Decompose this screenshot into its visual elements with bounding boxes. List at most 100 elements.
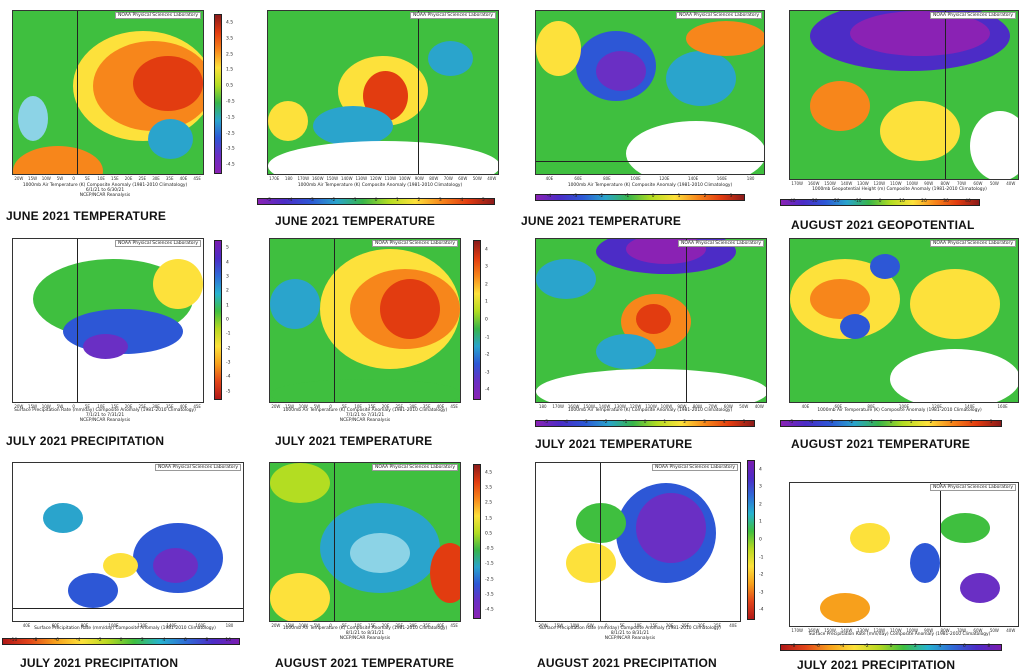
longitude-tick-label: 100W: [398, 176, 411, 181]
longitude-tick-label: 170E: [269, 176, 280, 181]
map-caption: 1000mb Geopotential Height (m) Composite…: [812, 187, 987, 192]
map-caption: 1000mb Air Temperature (K) Composite Ano…: [282, 626, 448, 641]
panel-title: AUGUST 2021 GEOPOTENTIAL: [791, 218, 975, 232]
longitude-tick-label: 40E: [545, 176, 554, 181]
colorbar-tick-label: 1.5: [226, 67, 234, 73]
panel-title: JUNE 2021 TEMPERATURE: [275, 214, 436, 228]
longitude-tick-label: 10E: [97, 176, 105, 181]
colorbar: 5 4 3 2 1 0 -1 -2 -3 -4 -5: [214, 240, 231, 400]
colorbar-tick-label: -30: [810, 199, 818, 204]
source-label: NOAA Physical Sciences Laboratory: [409, 12, 496, 19]
anomaly-region-neutral: [268, 141, 498, 174]
colorbar-tick-label: 1: [396, 198, 399, 203]
anomaly-map: NOAA Physical Sciences Laboratory 70N65N…: [269, 462, 461, 622]
colorbar-tick-label: 30: [943, 199, 949, 204]
longitude-tick-label: 20E: [124, 404, 133, 409]
source-label: NOAA Physical Sciences Laboratory: [677, 240, 764, 247]
longitude-tick-label: 160E: [716, 176, 727, 181]
longitude-tick-label: 80E: [867, 404, 875, 409]
colorbar: -5 -4 -3 -2 -1 0 1 2 3 4 5: [535, 420, 755, 427]
longitude-tick-label: 5W: [56, 176, 64, 181]
colorbar: -10 -8 -6 -4 -2 0 2 4 6 8 10: [2, 638, 240, 645]
longitude-tick-label: 170W: [791, 181, 803, 186]
source-label: NOAA Physical Sciences Laboratory: [114, 240, 201, 247]
longitude-tick-label: 35E: [422, 404, 431, 409]
anomaly-map: NOAA Physical Sciences Laboratory 80N70N…: [789, 10, 1019, 180]
colorbar-tick-label: 0: [374, 198, 378, 203]
longitude-ticks: 20W 15W 10W 5W 0 5E 10E 15E 20E 25E 30E 35E 40E 45E: [12, 404, 204, 410]
colorbar-tick-label: -2: [226, 346, 231, 352]
longitude-tick-label: 5E: [341, 623, 347, 628]
longitude-tick-label: 10W: [298, 623, 308, 628]
colorbar-tick-label: -2: [864, 644, 869, 649]
colorbar-tick-label: 0: [759, 537, 762, 543]
longitude-tick-label: 30E: [409, 404, 417, 409]
longitude-tick-label: 40W: [754, 404, 764, 409]
anomaly-map: NOAA Physical Sciences Laboratory 70N65N…: [12, 10, 204, 175]
longitude-tick-label: 60E: [51, 623, 60, 628]
longitude-tick-label: 30E: [697, 623, 706, 628]
longitude-tick-label: 160W: [807, 181, 820, 186]
colorbar-tick-label: 1: [759, 519, 762, 525]
longitude-tick-label: 70W: [956, 628, 967, 633]
longitude-tick-label: 10W: [41, 404, 51, 409]
colorbar-tick-label: 3: [485, 264, 488, 270]
colorbar-tick-label: -4.5: [485, 607, 494, 613]
longitude-tick-label: 140E: [688, 176, 699, 181]
longitude-tick-label: 100W: [906, 181, 918, 186]
longitude-tick-label: 80E: [603, 176, 611, 181]
colorbar-tick-label: -2: [759, 572, 764, 578]
longitude-tick-label: 20W: [538, 623, 548, 628]
longitude-tick-label: 5W: [313, 623, 321, 628]
panel-july-2021-precipitation-america: NOAA Physical Sciences Laboratory 80N70N…: [775, 456, 1024, 672]
colorbar-tick-label: -3.5: [485, 592, 494, 598]
longitude-tick-label: 60W: [973, 628, 983, 633]
anomaly-region-very-wet: [153, 548, 198, 583]
equator-line: [536, 161, 764, 162]
anomaly-region-high: [880, 101, 960, 161]
colorbar-tick-label: 4: [162, 638, 166, 643]
longitude-tick-label: 140W: [340, 176, 353, 181]
longitude-tick-label: 25E: [681, 623, 690, 628]
anomaly-map: NOAA Physical Sciences Laboratory 70N60N…: [535, 10, 765, 175]
anomaly-region-normal: [576, 503, 626, 543]
longitude-tick-label: 90W: [414, 176, 424, 181]
prime-meridian: [77, 11, 78, 174]
colorbar-tick-label: 2: [226, 288, 229, 294]
anomaly-region-hot: [430, 543, 460, 603]
colorbar-tick-label: 2: [929, 420, 933, 425]
longitude-tick-label: 5E: [84, 176, 90, 181]
colorbar-tick-label: 3.5: [485, 485, 493, 491]
longitude-tick-label: 5E: [84, 404, 90, 409]
longitude-tick-label: 15W: [285, 404, 295, 409]
anomaly-region-wet: [960, 573, 1000, 603]
panel-title: AUGUST 2021 TEMPERATURE: [791, 437, 971, 451]
colorbar-tick-label: -4: [563, 420, 568, 425]
colorbar-tick-label: 5: [989, 420, 993, 425]
colorbar-tick-label: 1: [909, 420, 913, 425]
longitude-tick-label: 40W: [1006, 628, 1016, 633]
anomaly-region-cold: [870, 254, 900, 279]
longitude-tick-label: 15W: [28, 176, 38, 181]
panel-august-2021-temperature-europe: NOAA Physical Sciences Laboratory 70N65N…: [255, 456, 510, 672]
panel-june-2021-temperature-europe: NOAA Physical Sciences Laboratory 70N65N…: [0, 0, 250, 230]
longitude-tick-label: 140W: [840, 181, 853, 186]
colorbar-tick-label: -5: [543, 420, 549, 425]
colorbar-tick-label: -4: [485, 387, 490, 393]
map-caption: Surface Precipitation Rate (mm/day) Comp…: [808, 632, 991, 637]
source-label: NOAA Physical Sciences Laboratory: [929, 240, 1016, 247]
colorbar-tick-label: -5: [788, 420, 794, 425]
longitude-tick-label: 100E: [108, 623, 119, 628]
anomaly-region-wet: [910, 543, 940, 583]
longitude-tick-label: 20E: [381, 404, 390, 409]
longitude-tick-label: 5E: [619, 623, 625, 628]
colorbar-tick-label: 2: [485, 282, 488, 288]
longitude-tick-label: 70W: [708, 404, 718, 409]
colorbar-tick-label: 1: [485, 299, 488, 305]
longitude-tick-label: 0: [72, 176, 75, 181]
longitude-tick-label: 20W: [271, 623, 281, 628]
longitude-ticks: 180 170W 160W 150W 140W 130W 120W 110W 100W 90W 80…: [535, 404, 767, 410]
anomaly-region-dry: [820, 593, 870, 623]
colorbar: -5 -4 -3 -2 -1 0 1 2 3 4 5: [257, 198, 495, 205]
source-label: NOAA Physical Sciences Laboratory: [371, 240, 458, 247]
